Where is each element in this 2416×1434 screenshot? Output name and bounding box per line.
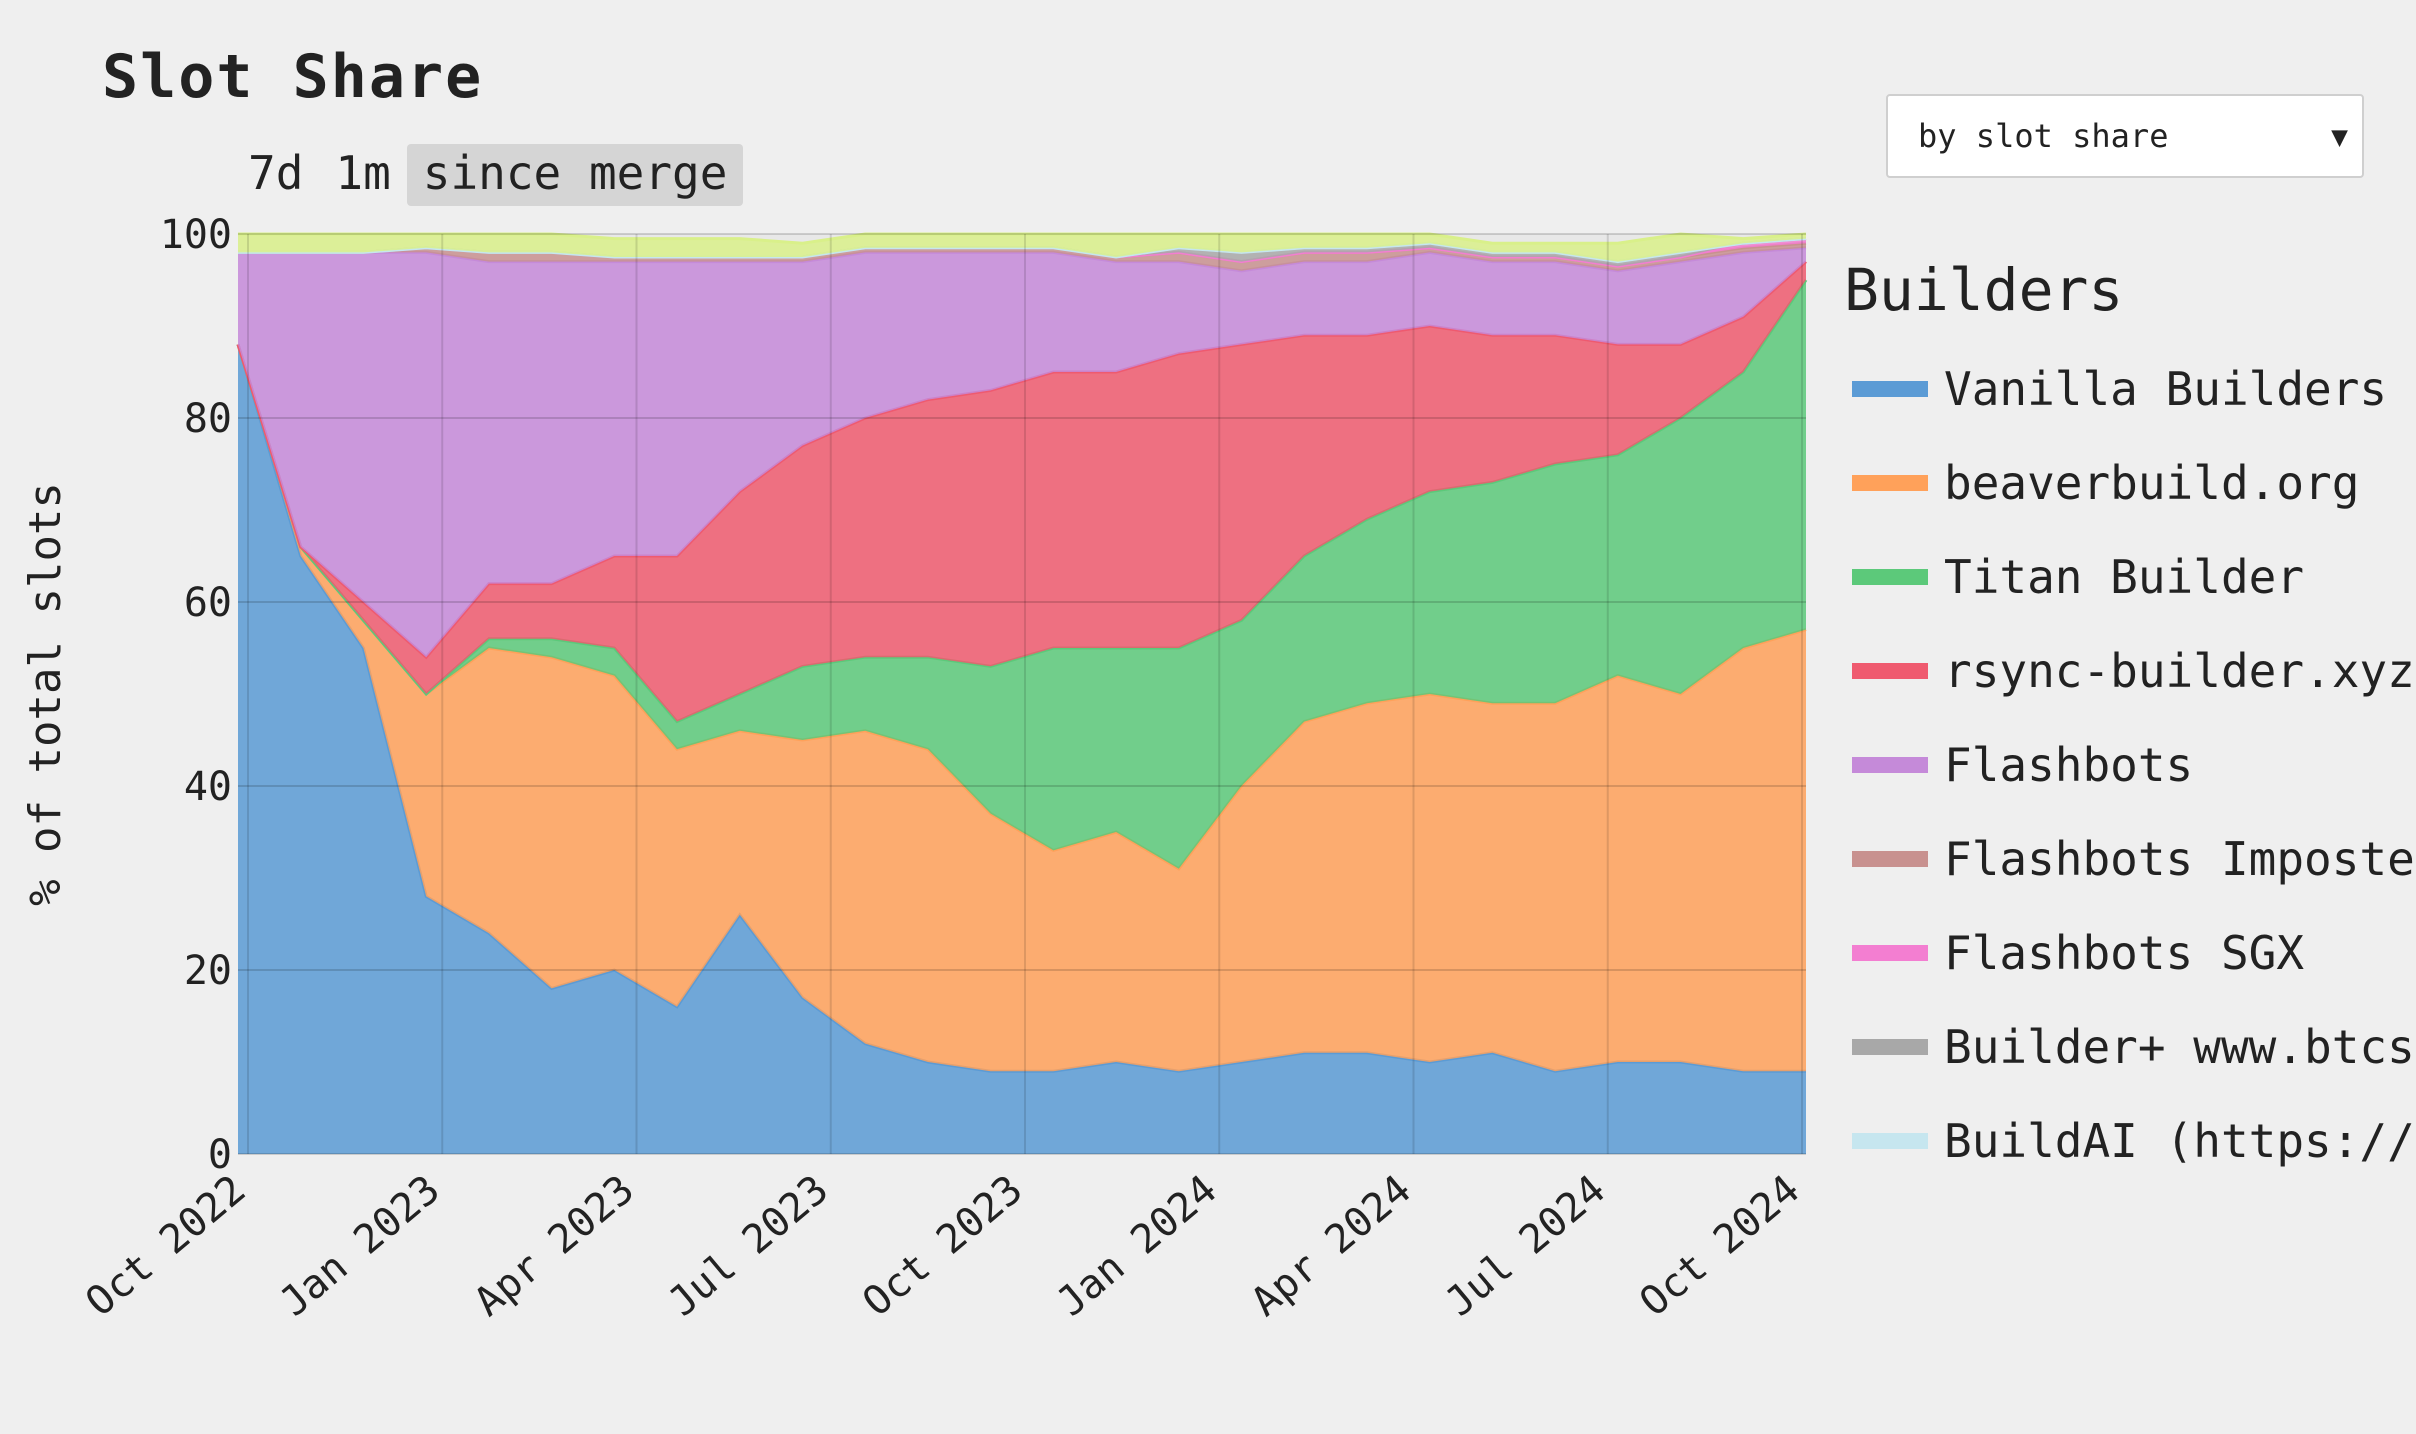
legend-label: Flashbots <box>1944 738 2194 792</box>
x-tick-label: Oct 2022 <box>77 1166 254 1325</box>
y-tick-label: 0 <box>208 1132 232 1178</box>
chevron-down-icon: ▼ <box>2331 120 2348 153</box>
x-tick-label: Oct 2023 <box>854 1166 1031 1325</box>
x-tick-label: Jul 2024 <box>1437 1166 1614 1325</box>
area-series-3 <box>238 261 1806 722</box>
legend-label: Titan Builder <box>1944 550 2305 604</box>
legend-swatch <box>1852 945 1928 961</box>
legend-swatch <box>1852 757 1928 773</box>
legend-items: Vanilla Builders beaverbuild.org Titan Bui… <box>1844 342 2415 1188</box>
legend-swatch <box>1852 851 1928 867</box>
legend-label: Vanilla Builders <box>1944 362 2388 416</box>
x-tick-label: Apr 2024 <box>1243 1166 1420 1325</box>
x-tick-label: Jan 2024 <box>1049 1166 1226 1325</box>
page-title: Slot Share <box>102 42 484 112</box>
y-tick-label: 20 <box>184 948 232 994</box>
series-line-9 <box>238 232 1807 245</box>
legend-item[interactable]: Flashbots SGX <box>1844 906 2415 1000</box>
sort-select-value: by slot share <box>1918 117 2169 155</box>
time-range-tabs: 7d 1m since merge <box>232 144 744 206</box>
y-tick-label: 100 <box>160 212 232 258</box>
legend-title: Builders <box>1844 256 2124 324</box>
range-tab-since-merge[interactable]: since merge <box>406 144 744 206</box>
area-series-2 <box>238 280 1806 869</box>
x-tick-label: Jul 2023 <box>660 1166 837 1325</box>
y-tick-label: 40 <box>184 764 232 810</box>
legend-item[interactable]: Flashbots <box>1844 718 2415 812</box>
sort-select[interactable]: by slot share ▼ <box>1886 94 2364 178</box>
legend-item[interactable]: Flashbots Imposte <box>1844 812 2415 906</box>
legend-swatch <box>1852 663 1928 679</box>
x-tick-label: Apr 2023 <box>466 1166 643 1325</box>
legend-label: beaverbuild.org <box>1944 456 2360 510</box>
legend-swatch <box>1852 569 1928 585</box>
legend-swatch <box>1852 1039 1928 1055</box>
range-tab-7d[interactable]: 7d <box>248 146 304 200</box>
legend-item[interactable]: rsync-builder.xyz <box>1844 624 2415 718</box>
legend-label: Builder+ www.btcs <box>1944 1020 2415 1074</box>
legend-swatch <box>1852 381 1928 397</box>
range-tab-1m[interactable]: 1m <box>335 146 391 200</box>
y-axis-label: % of total slots <box>20 482 71 906</box>
legend-swatch <box>1852 475 1928 491</box>
x-tick-label: Oct 2024 <box>1631 1166 1808 1325</box>
legend-item[interactable]: Vanilla Builders <box>1844 342 2415 436</box>
area-series-0 <box>238 344 1806 1154</box>
legend-item[interactable]: Builder+ www.btcs <box>1844 1000 2415 1094</box>
area-series-1 <box>238 344 1806 1072</box>
y-tick-label: 60 <box>184 580 232 626</box>
legend-label: Flashbots Imposte <box>1944 832 2415 886</box>
x-tick-label: Jan 2023 <box>272 1166 449 1325</box>
y-tick-label: 80 <box>184 396 232 442</box>
area-series-9 <box>238 234 1806 262</box>
legend-label: BuildAI (https:// <box>1944 1114 2415 1168</box>
legend-item[interactable]: beaverbuild.org <box>1844 436 2415 530</box>
legend-label: Flashbots SGX <box>1944 926 2305 980</box>
legend-item[interactable]: BuildAI (https:// <box>1844 1094 2415 1188</box>
legend-label: rsync-builder.xyz <box>1944 644 2415 698</box>
legend: Builders Vanilla Builders beaverbuild.org… <box>1844 256 2415 1188</box>
area-series-4 <box>238 247 1806 658</box>
legend-swatch <box>1852 1133 1928 1149</box>
legend-item[interactable]: Titan Builder <box>1844 530 2415 624</box>
